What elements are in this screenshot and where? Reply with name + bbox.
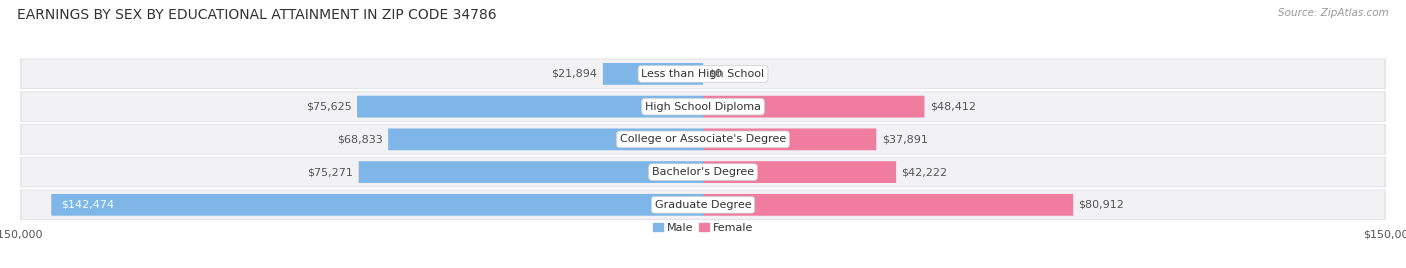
Text: $42,222: $42,222 <box>901 167 948 177</box>
Text: Less than High School: Less than High School <box>641 69 765 79</box>
Text: Bachelor's Degree: Bachelor's Degree <box>652 167 754 177</box>
FancyBboxPatch shape <box>603 63 703 85</box>
Text: Graduate Degree: Graduate Degree <box>655 200 751 210</box>
Text: $0: $0 <box>709 69 723 79</box>
Text: $75,271: $75,271 <box>308 167 353 177</box>
Text: $68,833: $68,833 <box>337 134 382 144</box>
FancyBboxPatch shape <box>359 161 703 183</box>
FancyBboxPatch shape <box>21 158 1385 187</box>
FancyBboxPatch shape <box>21 59 1385 88</box>
Text: $75,625: $75,625 <box>307 102 352 112</box>
FancyBboxPatch shape <box>388 128 703 150</box>
Text: $80,912: $80,912 <box>1078 200 1125 210</box>
Text: $142,474: $142,474 <box>62 200 115 210</box>
FancyBboxPatch shape <box>51 194 703 216</box>
Text: $21,894: $21,894 <box>551 69 598 79</box>
FancyBboxPatch shape <box>20 59 1386 89</box>
FancyBboxPatch shape <box>20 124 1386 155</box>
FancyBboxPatch shape <box>21 190 1385 219</box>
FancyBboxPatch shape <box>21 125 1385 154</box>
FancyBboxPatch shape <box>20 91 1386 122</box>
Legend: Male, Female: Male, Female <box>652 223 754 233</box>
FancyBboxPatch shape <box>703 96 925 118</box>
FancyBboxPatch shape <box>703 194 1073 216</box>
Text: High School Diploma: High School Diploma <box>645 102 761 112</box>
Text: EARNINGS BY SEX BY EDUCATIONAL ATTAINMENT IN ZIP CODE 34786: EARNINGS BY SEX BY EDUCATIONAL ATTAINMEN… <box>17 8 496 22</box>
FancyBboxPatch shape <box>21 92 1385 121</box>
FancyBboxPatch shape <box>20 157 1386 187</box>
Text: College or Associate's Degree: College or Associate's Degree <box>620 134 786 144</box>
FancyBboxPatch shape <box>703 128 876 150</box>
FancyBboxPatch shape <box>703 161 896 183</box>
FancyBboxPatch shape <box>20 189 1386 220</box>
FancyBboxPatch shape <box>357 96 703 118</box>
Text: $37,891: $37,891 <box>882 134 928 144</box>
Text: $48,412: $48,412 <box>929 102 976 112</box>
Text: Source: ZipAtlas.com: Source: ZipAtlas.com <box>1278 8 1389 18</box>
